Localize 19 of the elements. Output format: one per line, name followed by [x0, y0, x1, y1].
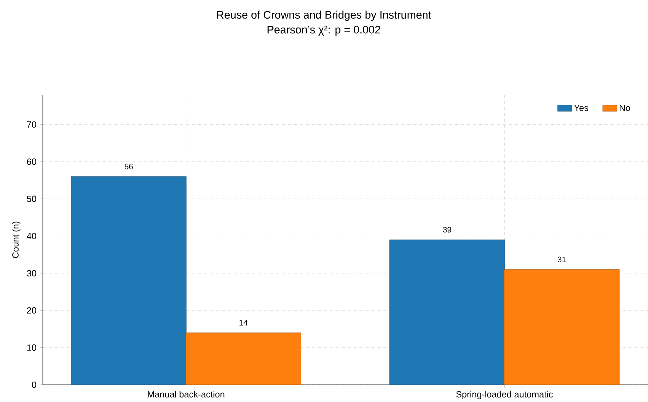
bar [390, 240, 506, 385]
chart-subtitle: Pearson’s χ²: p = 0.002 [268, 26, 380, 36]
legend-label: No [620, 104, 630, 112]
y-tick-label: 30 [27, 270, 36, 277]
y-tick-label: 50 [27, 196, 36, 202]
y-tick-label: 40 [27, 233, 36, 240]
x-tick-label: Spring-loaded automatic [456, 391, 554, 400]
y-tick-label: 20 [27, 307, 36, 314]
y-tick-label: 0 [32, 382, 36, 388]
y-tick-label: 60 [27, 158, 36, 166]
bar [504, 270, 620, 385]
y-axis-title: Count (n) [12, 222, 21, 258]
y-tick-label: 10 [28, 344, 36, 351]
y-tick-label: 70 [27, 122, 36, 128]
bar [71, 176, 187, 385]
legend-label: Yes [574, 104, 588, 112]
x-tick-label: Manual back-action [148, 391, 225, 398]
bar [186, 332, 302, 385]
chart-title: Reuse of Crowns and Bridges by Instrument [217, 10, 432, 22]
